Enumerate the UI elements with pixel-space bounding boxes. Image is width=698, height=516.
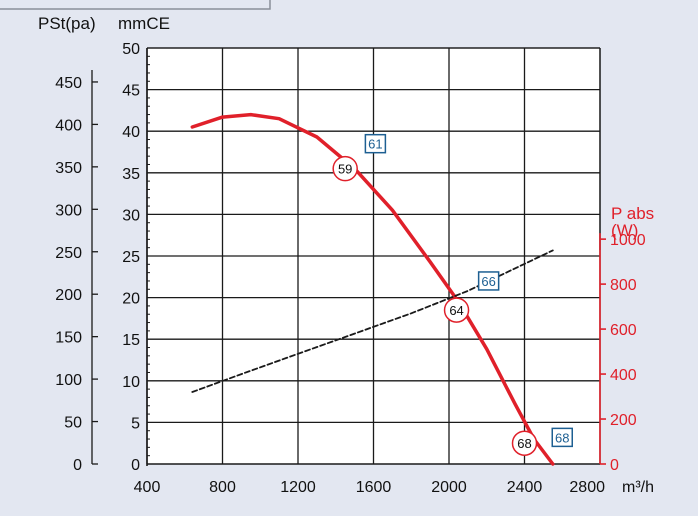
pa-tick-label: 450 [55, 75, 82, 92]
mmce-tick-label: 20 [122, 291, 140, 308]
mmce-tick-label: 35 [122, 166, 140, 183]
x-tick-label: 800 [209, 479, 236, 496]
noise-level-marker [332, 155, 358, 182]
left-axis-title-pa: PSt(pa) [38, 14, 96, 33]
mmce-tick-label: 25 [122, 249, 140, 266]
x-tick-label: 1600 [356, 479, 392, 496]
noise-level-label: 59 [338, 162, 352, 177]
mmce-tick-label: 45 [122, 83, 140, 100]
pa-tick-label: 400 [55, 117, 82, 134]
mmce-tick-label: 40 [122, 124, 140, 141]
right-axis-title-line1: P abs [611, 204, 654, 223]
series-layer [190, 112, 555, 466]
pa-tick-label: 250 [55, 245, 82, 262]
point-marker-label: 61 [368, 137, 382, 152]
point-marker-box [364, 133, 387, 154]
w-tick-label: 800 [610, 277, 637, 294]
w-tick-label: 1000 [610, 232, 646, 249]
mmce-tick-label: 5 [131, 415, 140, 432]
noise-level-label: 64 [449, 303, 463, 318]
w-tick-label: 200 [610, 412, 637, 429]
pressure-curve-line [190, 112, 555, 466]
point-marker-box [551, 427, 573, 448]
left-axis-title-mmce: mmCE [118, 14, 170, 33]
mmce-tick-label: 50 [122, 41, 140, 58]
w-tick-label: 400 [610, 367, 637, 384]
pa-tick-label: 200 [55, 287, 82, 304]
right-axis-title-line2: (W) [611, 221, 638, 240]
point-marker-label: 68 [555, 430, 569, 445]
x-tick-label: 1200 [280, 479, 316, 496]
x-tick-label: 400 [134, 479, 161, 496]
axis-layer: 400 800 1200 1600 2000 2400 280005101520253035… [55, 41, 645, 496]
x-axis-unit: m³/h [622, 479, 654, 496]
top-left-tab [0, 0, 271, 10]
point-marker-box [477, 271, 500, 291]
w-tick-label: 600 [610, 322, 637, 339]
pa-tick-label: 350 [55, 160, 82, 177]
pa-tick-label: 100 [55, 372, 82, 389]
pa-tick-label: 300 [55, 202, 82, 219]
x-tick-label: 2400 [507, 479, 543, 496]
mmce-tick-label: 0 [131, 457, 140, 474]
mmce-tick-label: 30 [122, 207, 140, 224]
power-curve-line [191, 249, 554, 393]
w-tick-label: 0 [610, 457, 619, 474]
x-tick-label: 2000 [431, 479, 467, 496]
pa-tick-label: 50 [64, 415, 82, 432]
mmce-tick-label: 10 [122, 374, 140, 391]
noise-level-marker [511, 430, 538, 456]
noise-level-marker [443, 297, 470, 323]
x-tick-label: 2800 [569, 479, 605, 496]
pa-tick-label: 150 [55, 330, 82, 347]
mmce-tick-label: 15 [122, 332, 140, 349]
pa-tick-label: 0 [73, 457, 82, 474]
marker-layer: 59 64 68 61 66 68 [332, 133, 573, 456]
noise-level-label: 68 [517, 436, 531, 451]
point-marker-label: 66 [481, 274, 495, 289]
